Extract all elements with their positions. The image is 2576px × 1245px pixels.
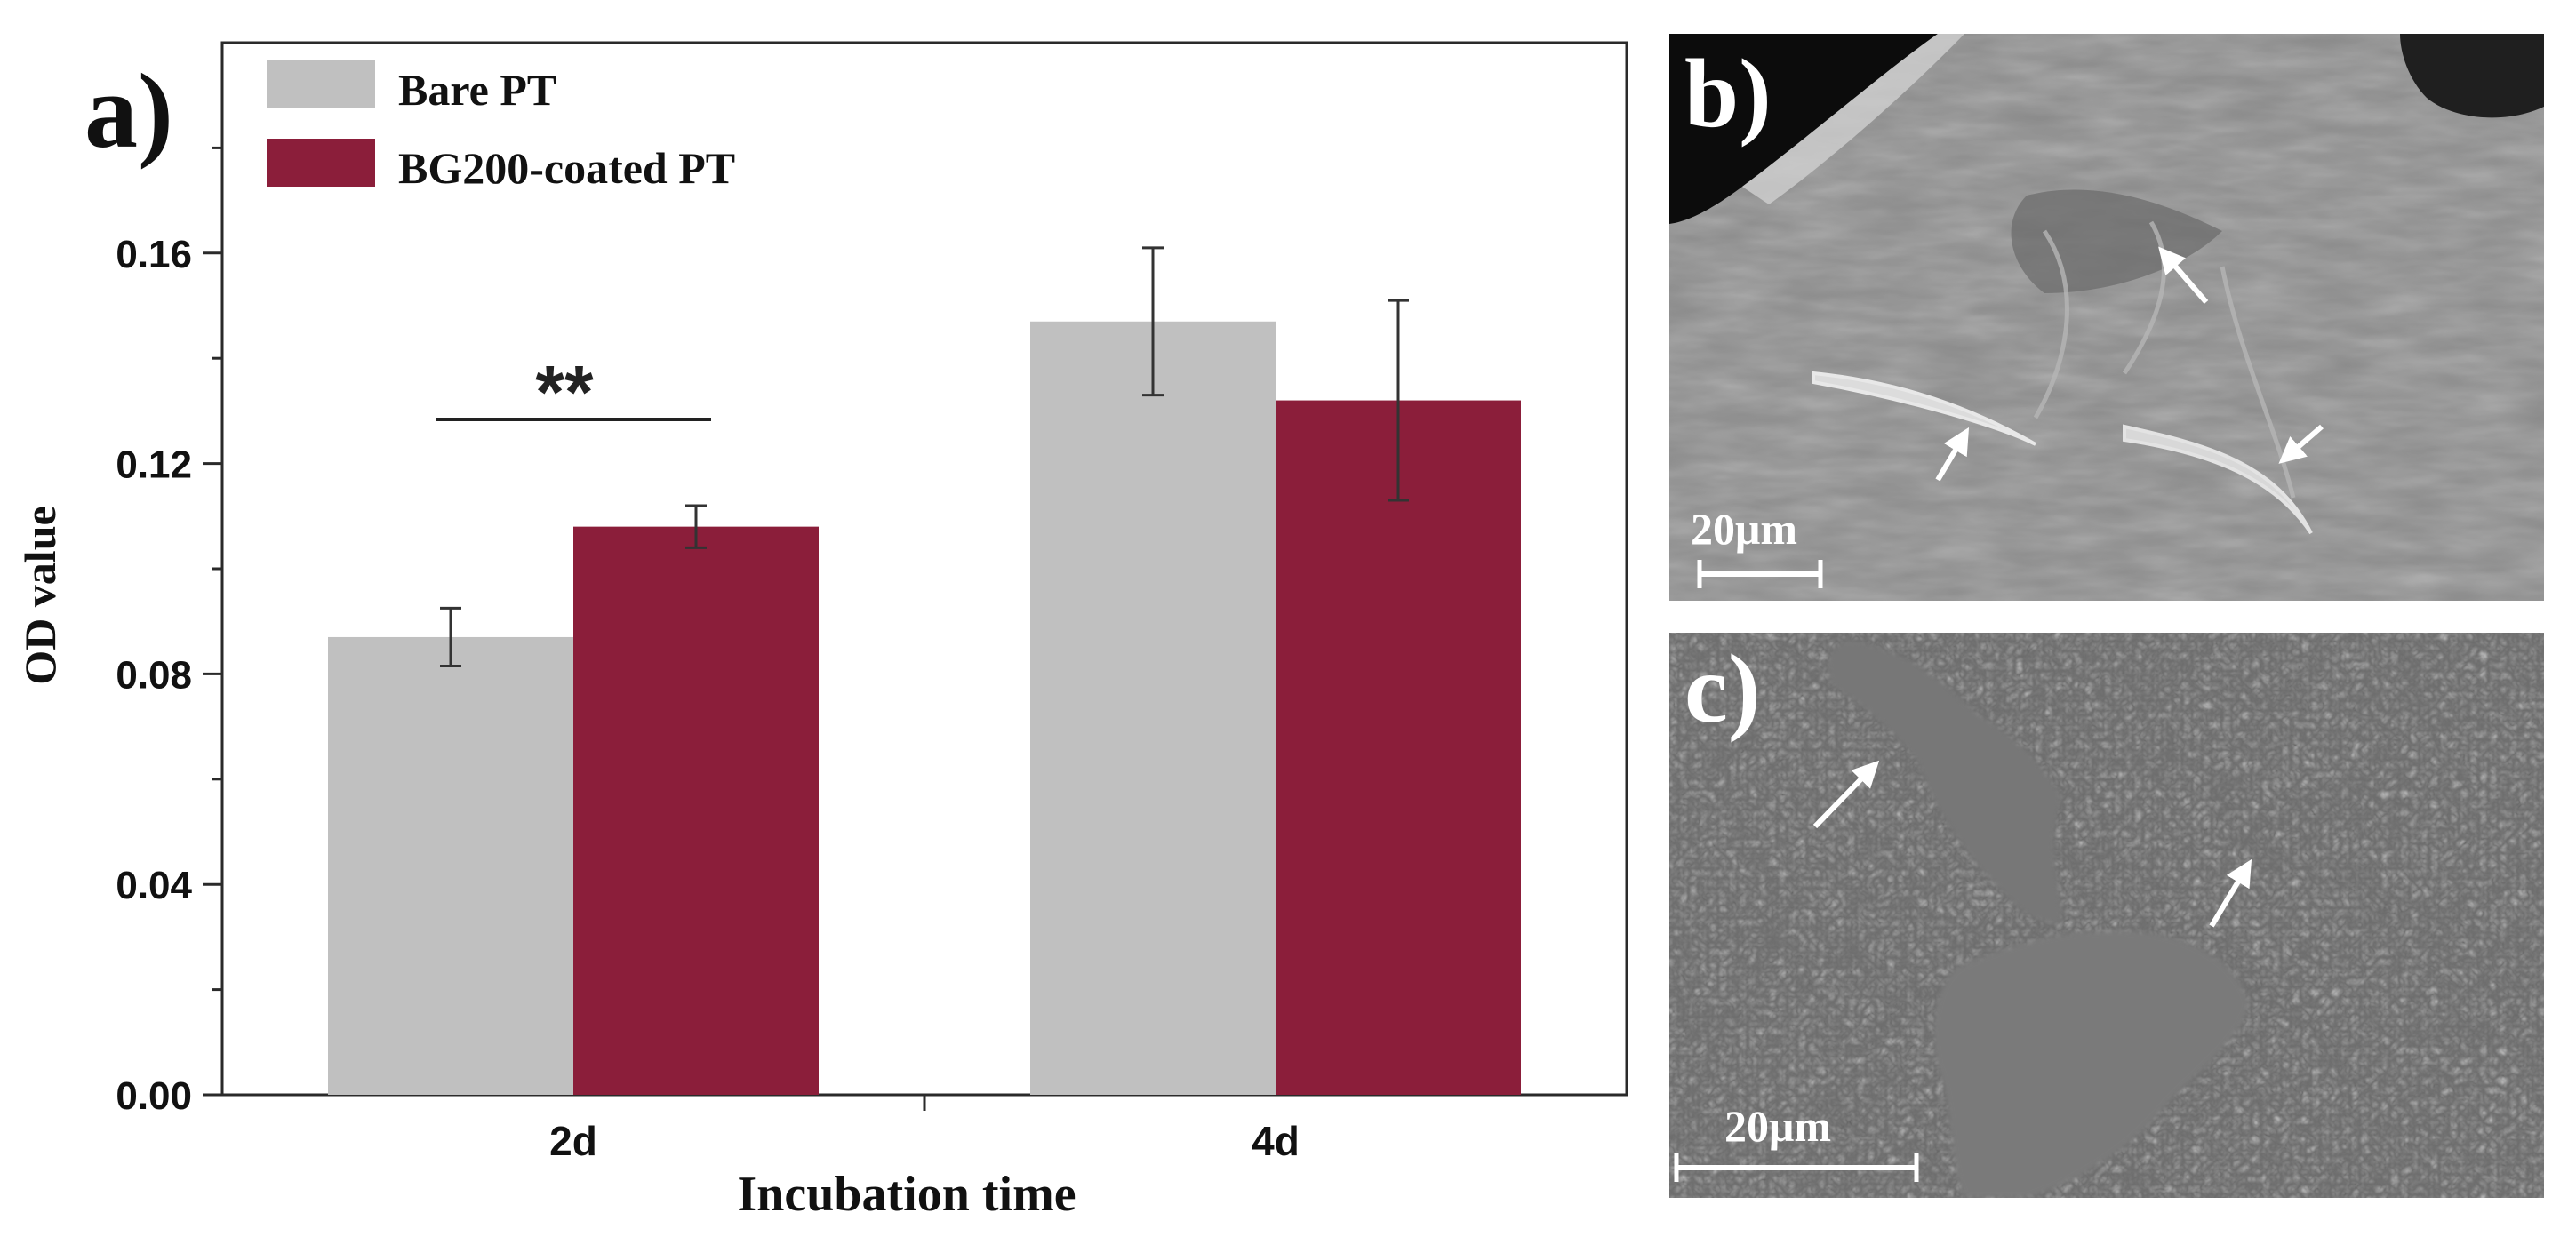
bar xyxy=(1276,400,1521,1095)
sem-micrograph-b: 20μm b) xyxy=(1669,34,2544,601)
significance-marker: ** xyxy=(436,350,711,434)
legend-label-bare-pt: Bare PT xyxy=(398,65,556,115)
arrow-icon xyxy=(2158,246,2209,304)
bar-chart: 0.00 0.04 0.08 0.12 0.16 2d 4d ** Bare PT BG2… xyxy=(15,41,1628,1222)
y-tick-label: 0.12 xyxy=(116,443,192,487)
y-tick-label: 0.08 xyxy=(116,653,192,697)
legend-swatch-bare-pt xyxy=(267,60,375,108)
legend: Bare PT BG200-coated PT xyxy=(267,60,735,193)
arrow-icon xyxy=(1812,760,1880,829)
sem-micrograph-c: 20μm c) xyxy=(1669,633,2544,1198)
x-axis: 2d 4d xyxy=(549,1095,1300,1164)
y-axis-title: OD value xyxy=(15,506,65,684)
panel-label-a: a) xyxy=(84,52,173,170)
panel-label-c: c) xyxy=(1684,634,1760,743)
y-axis: 0.00 0.04 0.08 0.12 0.16 xyxy=(116,146,222,1118)
sem-cell-c-2 xyxy=(1934,930,2249,1198)
sem-cell-c-1 xyxy=(1828,640,2062,924)
bars xyxy=(328,321,1521,1095)
sem-dark-corner-b xyxy=(1669,34,1938,224)
legend-label-bg200-coated-pt: BG200-coated PT xyxy=(398,143,735,193)
scale-bar-label-c: 20μm xyxy=(1724,1101,1831,1151)
bar xyxy=(328,636,573,1095)
y-tick-label: 0.04 xyxy=(116,864,192,907)
arrow-icon xyxy=(2209,858,2252,928)
error-bars xyxy=(440,246,1409,668)
arrow-icon xyxy=(1935,427,1970,482)
bar xyxy=(1030,321,1276,1095)
y-tick-label: 0.16 xyxy=(116,233,192,276)
scale-bar-label-b: 20μm xyxy=(1691,504,1797,554)
x-tick-label: 4d xyxy=(1252,1118,1300,1164)
x-axis-title: Incubation time xyxy=(737,1167,1076,1222)
significance-label: ** xyxy=(535,350,594,434)
sem-bright-edge-b xyxy=(1742,34,1964,204)
sem-fibers-b xyxy=(2033,220,2296,499)
arrow-icon xyxy=(2278,424,2324,464)
y-tick-label: 0.00 xyxy=(116,1074,192,1118)
legend-swatch-bg200-coated-pt xyxy=(267,139,375,187)
sem-cell-strand-2 xyxy=(2123,424,2313,535)
x-tick-label: 2d xyxy=(549,1118,597,1164)
sem-cell-body-b xyxy=(2011,189,2222,293)
bar xyxy=(573,526,819,1095)
panel-label-b: b) xyxy=(1684,39,1772,148)
sem-cell-strand-1 xyxy=(1812,371,2036,446)
sem-crack-top-b xyxy=(2400,34,2544,118)
